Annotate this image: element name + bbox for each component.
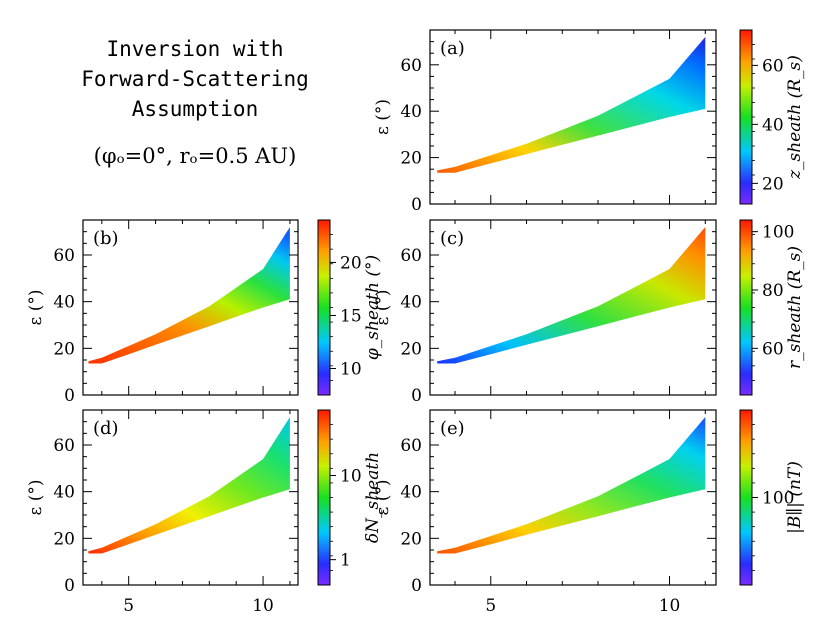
ytick-label: 0 [411,195,422,215]
ytick-label: 60 [400,436,422,456]
ylabel-d: ε (°) [26,480,46,516]
colorbar-tick-label: 1 [340,551,351,571]
ylabel-c: ε (°) [373,290,393,326]
title-line-3: Assumption [131,97,259,121]
panel-label-e: (e) [440,418,465,439]
ytick-label: 20 [400,149,422,169]
colorbar-tick-label: 10 [340,466,362,486]
ylabel-b: ε (°) [26,290,46,326]
panel-e: 0 20 40 60 5 10 ε (°) (e) 100|B∥| (nT) [373,409,805,616]
axes-frame-a [429,29,717,205]
colorbar-tick-label: 15 [340,306,362,326]
axes-frame-c [429,219,717,396]
xtick-label: 5 [123,596,134,616]
ytick-label: 20 [53,529,75,549]
colorbar-b [317,219,331,396]
ytick-label: 60 [53,436,75,456]
colorbar-tick-label: 80 [762,281,784,301]
colorbar-tick-label: 100 [762,489,794,509]
ytick-label: 60 [400,246,422,266]
colorbar-label-c: r_sheath (R_s) [785,246,805,369]
axes-frame-d [82,409,299,586]
ytick-label: 0 [411,576,422,596]
xtick-label: 10 [659,596,681,616]
ytick-label: 0 [411,386,422,406]
figure-title: Inversion with Forward-Scattering Assump… [60,34,330,168]
ytick-label: 40 [53,483,75,503]
data-region-b [88,227,290,364]
colorbar-tick-label: 60 [762,56,784,76]
panel-label-c: (c) [440,228,464,249]
ytick-label: 40 [400,293,422,313]
colorbar-tick-label: 10 [340,359,362,379]
title-line-1: Inversion with [106,37,284,61]
colorbar-label-b: φ_sheath (°) [363,255,383,360]
panel-label-d: (d) [93,418,119,439]
colorbar-label-a: z_sheath (R_s) [785,55,805,180]
colorbar-d [317,409,331,586]
colorbar-e [739,409,753,586]
colorbar-label-d: δN_sheath [363,452,383,543]
ytick-label: 40 [53,293,75,313]
colorbar-c [739,219,753,396]
ylabel-e: ε (°) [373,480,393,516]
data-region-d [88,417,290,554]
xtick-label: 10 [252,596,274,616]
colorbar-tick-label: 20 [340,253,362,273]
ytick-label: 20 [53,339,75,359]
axes-frame-b [82,219,299,396]
ytick-label: 60 [53,246,75,266]
colorbar-tick-label: 40 [762,115,784,135]
panel-label-a: (a) [440,38,465,59]
ytick-label: 0 [64,386,75,406]
colorbar-tick-label: 60 [762,339,784,359]
colorbar-tick-label: 20 [762,174,784,194]
panel-c: 0 20 40 60 ε (°) (c) 60 80 100 r_sheath (R_s) [373,219,805,406]
axes-frame-e [429,409,717,586]
ytick-label: 60 [400,56,422,76]
panel-label-b: (b) [93,228,119,249]
figure-subtitle: (φₒ=0°, rₒ=0.5 AU) [93,144,297,168]
ytick-label: 20 [400,529,422,549]
data-region-e [437,417,706,554]
ytick-label: 20 [400,339,422,359]
colorbar-a [739,29,753,205]
xtick-label: 5 [485,596,496,616]
colorbar-label-e: |B∥| (nT) [785,461,805,534]
ytick-label: 40 [400,483,422,503]
colorbar-tick-label: 100 [762,223,794,243]
ytick-label: 40 [400,102,422,122]
data-region-a [437,37,706,173]
ytick-label: 0 [64,576,75,596]
ylabel-a: ε (°) [373,99,393,135]
data-region-c [437,227,706,364]
title-line-2: Forward-Scattering [81,67,309,91]
